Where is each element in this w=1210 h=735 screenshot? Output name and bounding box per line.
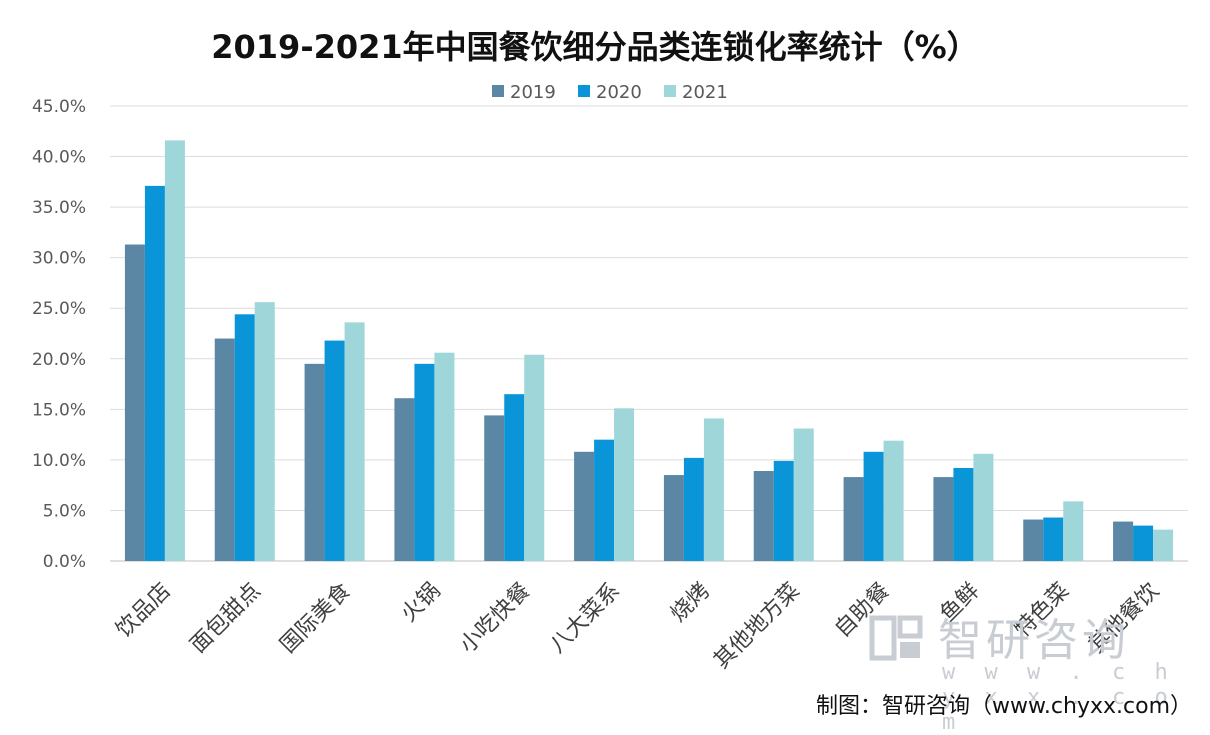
y-tick-label: 35.0% (32, 198, 86, 218)
bar-2019-3 (394, 398, 415, 561)
bar-2021-9 (973, 453, 994, 561)
bar-2021-8 (883, 440, 904, 561)
chart-title: 2019-2021年中国餐饮细分品类连锁化率统计（%） (211, 28, 978, 66)
bar-2021-2 (344, 322, 365, 561)
bar-2019-6 (663, 475, 684, 561)
x-tick-label: 烧烤 (666, 578, 715, 627)
bar-2021-3 (434, 352, 455, 561)
x-tick-label: 火锅 (397, 578, 446, 627)
y-tick-label: 20.0% (32, 350, 86, 370)
bar-2021-7 (793, 428, 814, 561)
bar-2019-9 (933, 477, 954, 561)
bar-2021-1 (254, 302, 275, 561)
bar-2019-4 (484, 415, 505, 561)
legend-swatch-2021 (664, 85, 676, 97)
bar-2021-4 (524, 354, 545, 561)
legend-swatch-2020 (578, 85, 590, 97)
watermark-cn: 智研咨询 (938, 615, 1130, 666)
bar-2019-1 (214, 338, 235, 561)
y-tick-label: 30.0% (32, 249, 86, 269)
x-tick-label: 饮品店 (112, 578, 176, 642)
bar-2019-7 (753, 471, 774, 561)
bar-2020-1 (234, 314, 255, 561)
bar-2019-10 (1023, 519, 1044, 561)
bar-2019-11 (1113, 521, 1134, 561)
bar-2019-5 (574, 451, 595, 561)
source-note: 制图：智研咨询（www.chyxx.com） (815, 694, 1192, 719)
x-tick-label: 小吃快餐 (455, 578, 535, 658)
y-tick-label: 45.0% (32, 97, 86, 117)
bar-2021-10 (1063, 501, 1084, 561)
watermark: 智研咨询 w w w . c h y x x . c o m (868, 604, 1188, 735)
y-tick-label: 0.0% (43, 552, 86, 572)
gridlines (110, 105, 1188, 562)
y-tick-label: 10.0% (32, 451, 86, 471)
bar-2020-6 (683, 457, 704, 561)
legend-swatch-2019 (492, 85, 504, 97)
bar-2020-3 (414, 363, 435, 561)
x-tick-label: 八大菜系 (545, 578, 625, 658)
bar-2020-0 (144, 185, 165, 561)
bar-2020-2 (324, 340, 345, 561)
x-tick-label: 其他地方菜 (709, 578, 804, 673)
bar-2020-7 (773, 460, 794, 561)
bars (124, 140, 1174, 561)
x-tick-label: 面包甜点 (186, 578, 266, 658)
legend: 2019 2020 2021 (492, 82, 728, 103)
y-tick-label: 15.0% (32, 400, 86, 420)
bar-2019-0 (124, 244, 145, 561)
bar-2020-9 (953, 467, 974, 561)
bar-2019-2 (304, 363, 325, 561)
watermark-url: w w w . c h y x x . c o m (942, 660, 1176, 735)
bar-2020-10 (1043, 517, 1064, 561)
bar-2020-11 (1133, 525, 1154, 561)
y-tick-label: 40.0% (32, 148, 86, 168)
chyxx-logo-icon (869, 615, 923, 661)
y-axis: 0.0% 5.0% 10.0% 15.0% 20.0% 25.0% 30.0% 35.0% 40… (32, 97, 86, 572)
bar-2019-8 (843, 477, 864, 561)
legend-label: 2019 (510, 82, 556, 103)
bar-2021-6 (703, 418, 724, 561)
y-tick-label: 25.0% (32, 299, 86, 319)
bar-2020-8 (863, 451, 884, 561)
bar-2021-5 (614, 408, 635, 561)
legend-label: 2020 (596, 82, 642, 103)
y-tick-label: 5.0% (43, 501, 86, 521)
bar-2021-11 (1153, 529, 1174, 561)
bar-2020-5 (594, 439, 615, 561)
bar-2021-0 (164, 140, 185, 561)
x-tick-label: 国际美食 (276, 578, 356, 658)
legend-label: 2021 (682, 82, 728, 103)
bar-2020-4 (504, 394, 525, 561)
